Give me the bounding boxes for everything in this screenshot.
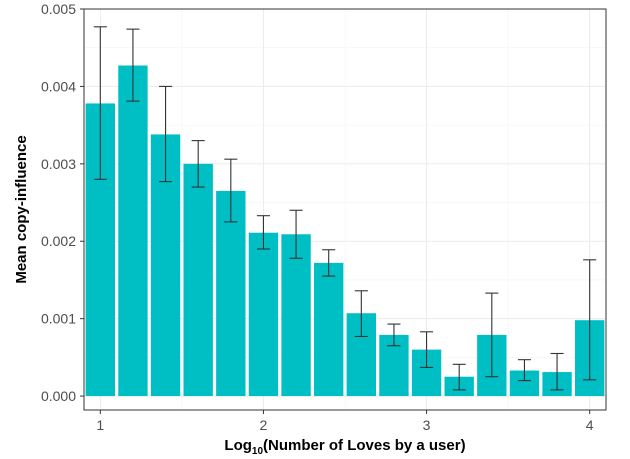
bar bbox=[118, 65, 148, 397]
x-axis-title-suffix: (Number of Loves by a user) bbox=[263, 437, 466, 454]
bars bbox=[85, 65, 605, 397]
error-bar bbox=[322, 249, 336, 277]
error-bar bbox=[126, 28, 140, 102]
y-axis-title: Mean copy-influence bbox=[13, 135, 30, 283]
x-tick-label: 3 bbox=[423, 417, 431, 433]
y-tick-label: 0.004 bbox=[41, 78, 76, 94]
x-tick-label: 1 bbox=[96, 417, 104, 433]
y-tick-label: 0.002 bbox=[41, 233, 76, 249]
error-bar bbox=[452, 363, 466, 391]
x-tick-label: 2 bbox=[260, 417, 268, 433]
x-axis-title-prefix: Log bbox=[224, 437, 252, 454]
plot-panel-border bbox=[83, 8, 607, 411]
error-bar bbox=[550, 352, 564, 391]
error-bar bbox=[387, 323, 401, 347]
y-tick-label: 0.001 bbox=[41, 311, 76, 327]
error-bar bbox=[159, 85, 173, 183]
error-bar bbox=[583, 259, 597, 381]
error-bar bbox=[224, 158, 238, 223]
bar bbox=[183, 163, 213, 397]
error-bar bbox=[420, 331, 434, 368]
bar bbox=[216, 190, 246, 397]
x-axis-title-subscript: 10 bbox=[252, 446, 264, 457]
error-bar bbox=[354, 290, 368, 338]
y-tick-label: 0.003 bbox=[41, 156, 76, 172]
error-bar bbox=[485, 292, 499, 378]
bar bbox=[248, 232, 279, 397]
error-bar bbox=[93, 26, 107, 180]
bar bbox=[314, 262, 344, 397]
error-bar bbox=[256, 215, 270, 250]
error-bars bbox=[93, 26, 597, 391]
x-axis-ticks: 1 2 3 4 bbox=[96, 410, 594, 433]
x-axis-title: Log10(Number of Loves by a user) bbox=[224, 437, 465, 457]
bar bbox=[281, 234, 311, 397]
error-bar bbox=[289, 209, 303, 259]
error-bar bbox=[191, 140, 205, 188]
y-tick-label: 0.005 bbox=[41, 1, 76, 17]
y-axis-ticks: 0.000 0.001 0.002 0.003 0.004 0.005 bbox=[41, 1, 84, 404]
error-bar bbox=[517, 359, 531, 382]
y-tick-label: 0.000 bbox=[41, 388, 76, 404]
x-tick-label: 4 bbox=[586, 417, 594, 433]
